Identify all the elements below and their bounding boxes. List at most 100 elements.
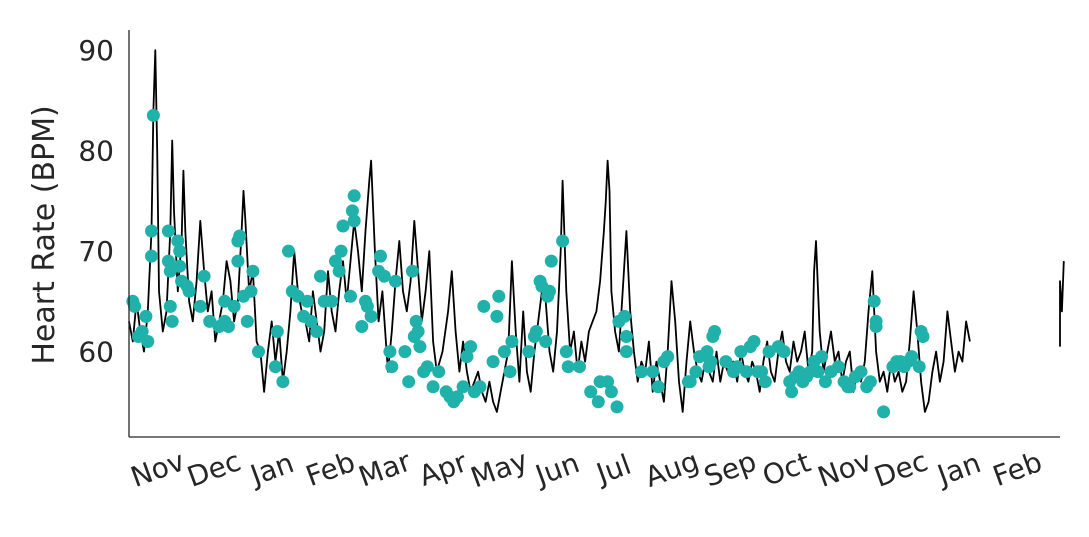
highlight-point <box>231 254 245 268</box>
highlight-point <box>601 375 615 389</box>
highlight-point <box>197 269 211 283</box>
highlight-point <box>619 330 633 343</box>
highlight-point <box>163 299 177 313</box>
highlight-point <box>252 345 265 359</box>
highlight-point <box>161 254 175 268</box>
x-tick-label: Jan <box>931 446 985 492</box>
highlight-point <box>282 244 295 258</box>
highlight-point <box>310 325 324 338</box>
highlight-point <box>700 345 714 359</box>
highlight-point <box>411 325 425 338</box>
y-tick-label: 80 <box>78 135 114 168</box>
highlight-point <box>240 314 254 328</box>
highlight-point <box>377 269 391 283</box>
x-tick-label: Sep <box>700 445 761 494</box>
highlight-point <box>270 325 284 338</box>
highlight-point <box>227 299 241 313</box>
highlight-point <box>473 380 487 394</box>
highlight-point <box>559 345 573 359</box>
highlight-point <box>464 340 478 354</box>
highlight-point <box>505 335 519 348</box>
highlight-point <box>355 320 369 333</box>
highlight-point <box>912 360 926 374</box>
highlight-point <box>451 390 464 404</box>
highlight-point <box>486 355 500 369</box>
highlight-point <box>300 294 314 308</box>
highlight-point <box>173 259 187 273</box>
highlight-point <box>145 249 158 263</box>
highlight-point <box>815 350 829 364</box>
highlight-point <box>573 360 586 374</box>
highlight-point <box>329 254 342 268</box>
highlight-point <box>233 229 247 243</box>
x-tick-label: Jul <box>590 448 635 491</box>
highlight-point <box>347 189 361 203</box>
highlight-point <box>145 224 158 238</box>
highlight-point <box>364 309 378 323</box>
highlight-point <box>719 355 733 369</box>
highlight-point <box>708 325 722 338</box>
y-tick-label: 90 <box>78 34 114 67</box>
highlight-point <box>905 350 919 364</box>
highlight-point <box>244 284 258 298</box>
highlight-point <box>173 244 187 258</box>
heart-rate-line-0 <box>128 49 971 413</box>
y-tick-label: 60 <box>78 336 114 369</box>
highlight-point <box>777 345 791 359</box>
highlight-point <box>128 299 142 313</box>
y-tick-labels: 60 70 80 90 <box>78 34 114 368</box>
highlight-point <box>360 299 374 313</box>
highlight-point <box>276 375 290 389</box>
heart-rate-line-1 <box>1059 261 1065 347</box>
highlight-point <box>193 299 207 313</box>
highlight-point <box>268 360 282 374</box>
highlight-point <box>347 214 361 228</box>
highlight-point <box>141 335 155 348</box>
highlight-point <box>529 325 543 338</box>
highlight-point <box>135 325 149 338</box>
plot-marks <box>126 49 1065 419</box>
x-tick-label: Apr <box>415 445 472 493</box>
highlight-point <box>543 284 556 298</box>
highlight-point <box>146 108 160 122</box>
y-tick-label: 70 <box>78 235 114 268</box>
highlight-point <box>610 400 624 414</box>
x-tick-label: Dec <box>183 444 245 494</box>
highlight-point <box>867 294 881 308</box>
x-tick-label: Dec <box>870 444 932 494</box>
highlight-point <box>539 335 553 348</box>
y-axis-label: Heart Rate (BPM) <box>27 105 62 364</box>
highlight-point <box>405 264 419 278</box>
highlight-point <box>877 405 891 419</box>
highlight-point <box>619 345 633 359</box>
highlight-point <box>460 350 474 364</box>
highlight-point <box>604 385 618 399</box>
highlight-point <box>758 375 772 389</box>
highlight-point <box>246 264 260 278</box>
highlight-point <box>374 249 387 263</box>
highlight-point <box>161 224 175 238</box>
highlight-point <box>618 309 631 323</box>
highlight-point <box>344 289 357 303</box>
highlight-point <box>818 375 832 389</box>
highlight-point <box>420 360 434 374</box>
highlight-point <box>314 269 327 283</box>
highlight-point <box>171 234 185 248</box>
highlight-point <box>503 365 517 379</box>
highlight-point <box>383 345 397 359</box>
highlight-point <box>811 365 825 379</box>
x-tick-label: May <box>466 444 532 495</box>
highlight-point <box>139 309 153 323</box>
highlight-point <box>432 365 446 379</box>
highlight-point <box>544 254 558 268</box>
highlight-point <box>389 274 402 288</box>
highlight-point <box>651 380 665 394</box>
highlight-point <box>325 294 339 308</box>
x-tick-label: Nov <box>813 444 876 494</box>
x-tick-label: Jan <box>244 446 298 492</box>
x-tick-label: Oct <box>758 445 815 493</box>
highlight-point <box>182 284 196 298</box>
highlight-point <box>916 330 930 343</box>
highlight-point <box>398 345 412 359</box>
